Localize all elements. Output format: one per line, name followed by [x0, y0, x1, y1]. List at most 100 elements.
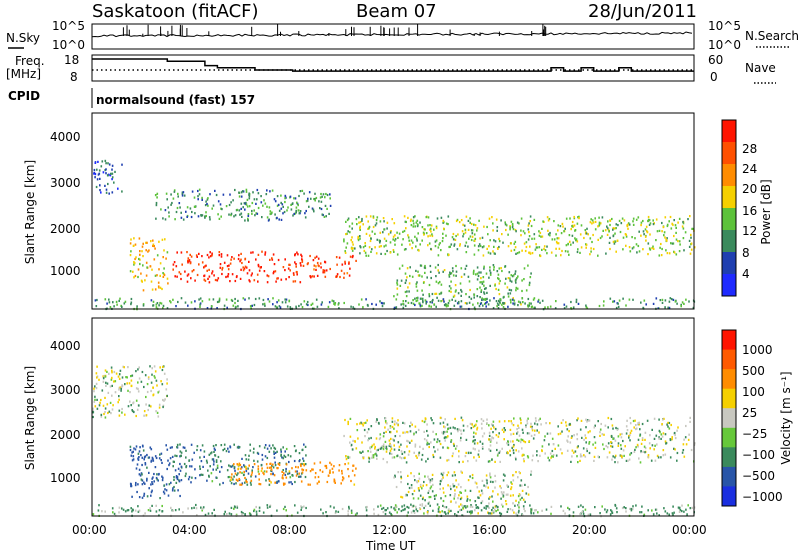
scatter-cell-r2-334: [268, 450, 271, 453]
scatter-cell-r7-285: [447, 302, 450, 305]
scatter-cell-r5-95: [607, 220, 609, 223]
scatter-cell-r1-167: [168, 483, 171, 486]
scatter-cell-r5-198: [556, 237, 559, 240]
scatter-cell-r2-282: [254, 475, 257, 478]
scatter-cell-r4-1098: [482, 419, 485, 422]
scatter-cell-r3-123: [234, 472, 237, 475]
scatter-cell-r4-747: [491, 436, 493, 439]
scatter-cell-r5-676: [553, 220, 555, 223]
scatter-cell-r1-34: [173, 489, 176, 492]
scatter-cell-r4-1075: [370, 425, 373, 428]
scatter-cell-r4-156: [581, 436, 583, 439]
scatter-cell-r6-7: [460, 508, 463, 511]
scatter-cell-r5-411: [573, 215, 575, 219]
scatter-cell-r1-114: [156, 478, 158, 481]
scatter-cell-r2-249: [282, 469, 284, 472]
scatter-cell-r5-248: [474, 481, 477, 484]
scatter-cell-r5-77: [471, 505, 474, 508]
scatter-cell-r7-366: [492, 307, 495, 310]
scatter-cell-r1-86: [153, 258, 156, 261]
scatter-cell-r4-72: [473, 456, 475, 459]
scatter-cell-r5-245: [345, 233, 347, 236]
scatter-cell-r6-394: [459, 282, 462, 285]
scatter-cell-r1-83: [138, 237, 141, 240]
scatter-cell-r1-73: [171, 446, 173, 449]
scatter-cell-r5-41: [417, 497, 420, 500]
scatter-cell-r4-436: [370, 446, 373, 449]
scatter-cell-r6-97: [484, 302, 486, 305]
scatter-cell-r6-472: [322, 512, 324, 515]
scatter-cell-r6-193: [528, 281, 531, 284]
scatter-cell-r1-17: [145, 241, 147, 244]
scatter-cell-r5-282: [462, 506, 464, 509]
scatter-cell-r2-163: [226, 469, 229, 472]
scatter-cell-r5-312: [519, 484, 521, 487]
freq-tick-bottom: 8: [70, 70, 78, 84]
scatter-cell-r5-360: [450, 500, 452, 503]
scatter-cell-r2-326: [268, 444, 271, 447]
scatter-cell-r4-744: [366, 419, 368, 422]
scatter-cell-r4-3: [234, 188, 236, 192]
scatter-cell-r2-12: [194, 477, 197, 480]
scatter-cell-r2-352: [268, 483, 271, 486]
scatter-cell-r7-261: [537, 300, 539, 303]
scatter-cell-r4-645: [389, 431, 392, 434]
scatter-cell-r2-265: [257, 253, 260, 256]
scatter-cell-r5-913: [379, 231, 382, 234]
scatter-cell-r5-450: [501, 233, 503, 236]
scatter-cell-r2-320: [215, 460, 218, 463]
scatter-cell-r5-283: [436, 217, 439, 220]
scatter-cell-r5-208: [509, 508, 512, 511]
scatter-cell-r5-296: [489, 474, 491, 477]
scatter-cell-r7-295: [130, 301, 133, 304]
scatter-cell-r0-183: [156, 411, 159, 414]
scatter-cell-r5-101: [429, 234, 431, 237]
scatter-cell-r2-162: [206, 253, 209, 257]
scatter-cell-r4-566: [565, 421, 567, 424]
scatter-cell-r4-369: [536, 429, 538, 432]
scatter-cell-r4-297: [432, 430, 434, 433]
scatter-cell-r2-68: [289, 269, 291, 272]
scatter-cell-r5-43: [570, 228, 572, 231]
scatter-cell-r7-72: [199, 302, 202, 305]
scatter-cell-r5-848: [658, 229, 661, 232]
scatter-cell-r4-814: [625, 425, 628, 428]
scatter-cell-r5-974: [573, 224, 576, 227]
scatter-cell-r5-551: [430, 224, 433, 227]
scatter-cell-r0-141: [158, 406, 161, 409]
scatter-cell-r5-793: [590, 250, 592, 253]
scatter-cell-r0-116: [162, 405, 164, 409]
scatter-cell-r4-888: [597, 420, 599, 423]
scatter-cell-r0-66: [154, 376, 156, 379]
scatter-cell-r5-500: [637, 244, 640, 248]
scatter-cell-r5-123: [512, 474, 514, 477]
scatter-cell-r4-508: [522, 440, 525, 443]
scatter-cell-r4-28: [514, 456, 517, 459]
scatter-cell-r0-265: [96, 365, 98, 368]
scatter-cell-r6-1: [482, 276, 485, 279]
scatter-cell-r2-64: [289, 263, 291, 266]
scatter-cell-r4-560: [389, 442, 391, 445]
scatter-cell-r6-345: [472, 272, 475, 275]
scatter-cell-r3-191: [305, 469, 308, 472]
scatter-cell-r4-117: [244, 208, 246, 211]
scatter-cell-r5-168: [429, 479, 432, 482]
scatter-cell-r4-662: [409, 425, 411, 428]
scatter-cell-r4-223: [229, 193, 231, 196]
scatter-cell-r4-4: [193, 196, 196, 199]
scatter-cell-r4-965: [639, 428, 641, 431]
scatter-cell-r1-163: [177, 489, 179, 492]
scatter-cell-r7-378: [281, 301, 284, 304]
scatter-cell-r2-337: [172, 465, 174, 468]
scatter-cell-r4-385: [156, 192, 159, 195]
scatter-cell-r7-356: [187, 304, 189, 307]
scatter-cell-r5-157: [463, 505, 466, 508]
scatter-cell-r4-971: [511, 422, 513, 425]
scatter-cell-r4-9: [242, 206, 244, 209]
scatter-cell-r5-26: [453, 497, 455, 500]
scatter-cell-r5-288: [524, 500, 526, 503]
scatter-cell-r5-110: [494, 486, 496, 489]
scatter-cell-r3-11: [335, 256, 338, 259]
scatter-cell-r5-802: [415, 245, 417, 248]
